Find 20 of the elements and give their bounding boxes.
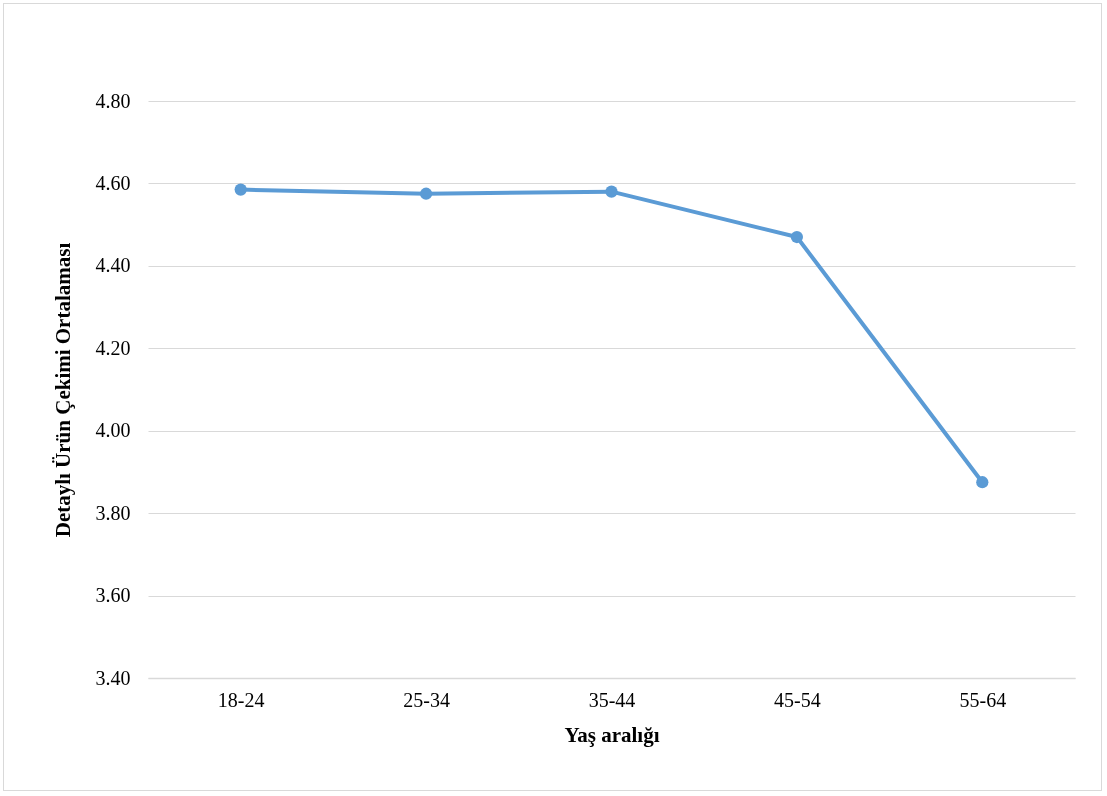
x-tick-label: 45-54 (774, 688, 821, 711)
point (790, 230, 804, 244)
x-tick-label: 18-24 (217, 688, 265, 711)
y-tick-label: 3.40 (95, 666, 131, 689)
y-tick-label: 4.80 (95, 89, 131, 112)
x-tick-label: 55-64 (959, 688, 1007, 711)
point (605, 185, 618, 198)
point (234, 183, 247, 196)
y-tick-label: 4.00 (95, 419, 131, 442)
y-tick-label: 3.80 (95, 501, 131, 524)
x-tick-label: 35-44 (588, 688, 636, 711)
point (976, 476, 989, 489)
x-tick-label: 25-34 (403, 688, 450, 711)
y-tick-label: 4.20 (95, 336, 131, 359)
y-tick-label: 4.40 (95, 254, 131, 277)
y-tick-label: 3.60 (95, 584, 131, 607)
y-axis-title: Detaylı Ürün Çekimi Ortalaması (50, 242, 75, 538)
x-axis-title: Yaş aralığı (564, 722, 660, 747)
point (419, 187, 433, 200)
y-tick-label: 4.60 (95, 171, 131, 194)
